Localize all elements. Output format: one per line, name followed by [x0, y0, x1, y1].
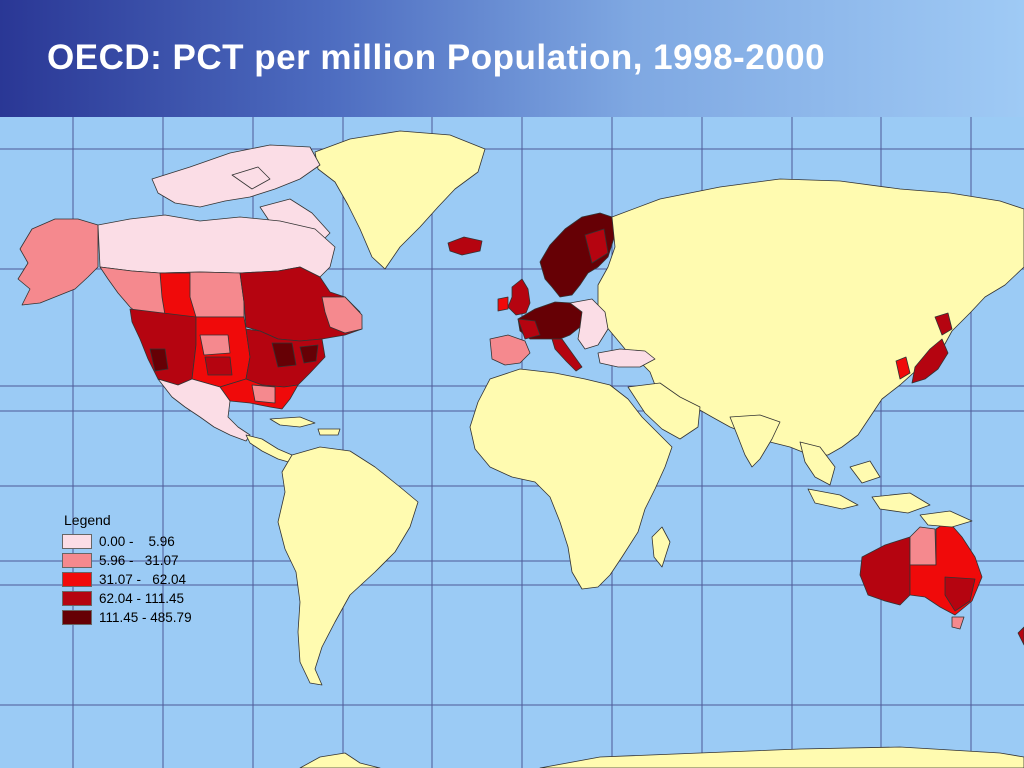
legend-range: 5.96 - 31.07 — [99, 553, 179, 568]
region-iberia — [489, 334, 531, 366]
region-south-korea — [895, 356, 911, 380]
legend-swatch — [62, 610, 92, 625]
land — [17, 130, 1024, 768]
region-eurasia — [597, 178, 1024, 456]
region-australia-west — [859, 536, 911, 606]
region-mexico — [157, 378, 251, 442]
region-italy — [551, 338, 583, 372]
region-australia-nt — [909, 526, 937, 566]
legend-row: 62.04 - 111.45 — [62, 589, 232, 608]
region-eastern-europe — [569, 298, 609, 350]
legend-range: 111.45 - 485.79 — [99, 610, 192, 625]
region-british-isles — [507, 278, 531, 316]
legend-swatch — [62, 591, 92, 606]
region-alaska — [17, 218, 99, 306]
region-greenland — [314, 130, 486, 270]
region-turkey — [597, 348, 656, 368]
region-japan — [911, 338, 949, 384]
legend-swatch — [62, 572, 92, 587]
legend-row: 31.07 - 62.04 — [62, 570, 232, 589]
title-bar: OECD: PCT per million Population, 1998-2… — [0, 0, 1024, 117]
legend-range: 62.04 - 111.45 — [99, 591, 185, 606]
region-iceland — [447, 236, 483, 256]
region-new-zealand — [1017, 626, 1024, 646]
world-map — [0, 117, 1024, 768]
legend: Legend 0.00 - 5.96 5.96 - 31.07 31.07 - … — [62, 512, 232, 627]
region-antarctica — [299, 752, 381, 768]
legend-row: 5.96 - 31.07 — [62, 551, 232, 570]
legend-title: Legend — [64, 512, 111, 528]
page-title: OECD: PCT per million Population, 1998-2… — [47, 38, 826, 77]
legend-range: 31.07 - 62.04 — [99, 572, 187, 587]
legend-range: 0.00 - 5.96 — [99, 534, 175, 549]
region-africa — [469, 368, 673, 590]
legend-swatch — [62, 553, 92, 568]
legend-row: 111.45 - 485.79 — [62, 608, 232, 627]
legend-swatch — [62, 534, 92, 549]
region-south-america — [277, 446, 419, 686]
legend-row: 0.00 - 5.96 — [62, 532, 232, 551]
